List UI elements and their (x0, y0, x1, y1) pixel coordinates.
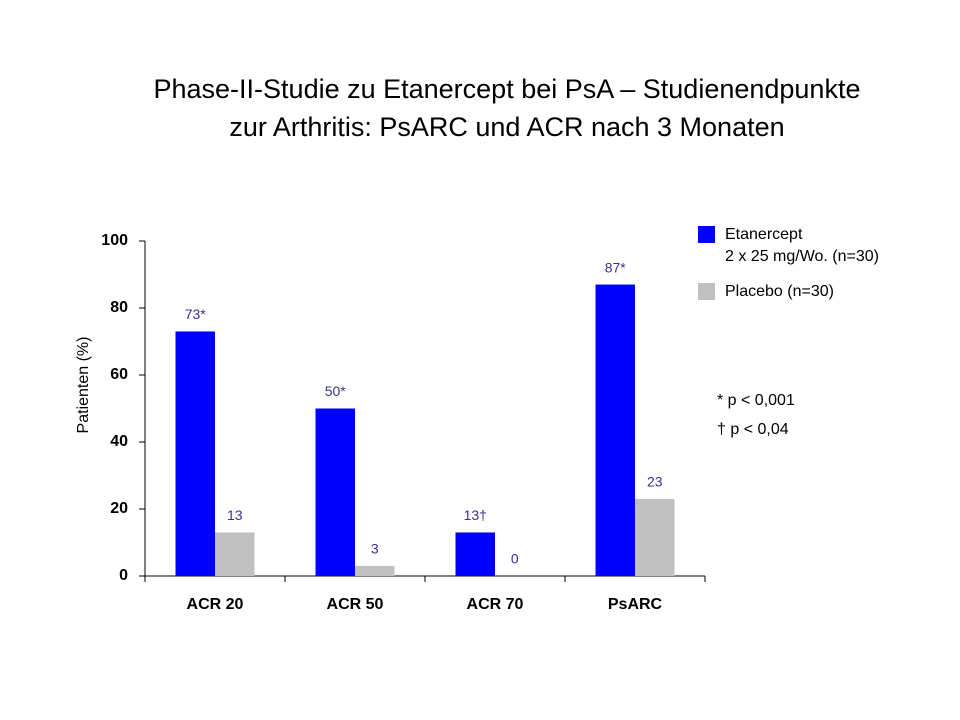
data-label: 73* (185, 306, 207, 322)
chart-title: Phase-II-Studie zu Etanercept bei PsA – … (153, 74, 861, 142)
bar (215, 532, 255, 576)
legend-label: Etanercept 2 x 25 mg/Wo. (n=30) (725, 226, 879, 265)
y-tick-label: 40 (110, 433, 128, 450)
data-label: 13 (227, 507, 243, 523)
data-label: 13† (464, 507, 487, 523)
y-tick-label: 100 (101, 232, 128, 249)
x-tick-label: ACR 20 (187, 596, 244, 613)
x-tick-label: PsARC (608, 596, 663, 613)
y-tick-label: 0 (119, 567, 128, 584)
y-tick-label: 80 (110, 299, 128, 316)
annotation: * p < 0,001 (717, 392, 795, 409)
bar (455, 532, 495, 576)
bar (175, 331, 215, 576)
legend-swatch (698, 226, 715, 243)
data-label: 50* (325, 383, 347, 399)
y-axis-label: Patienten (%) (75, 337, 92, 434)
x-tick-label: ACR 50 (327, 596, 384, 613)
data-label: 3 (371, 541, 379, 557)
data-label: 0 (511, 551, 519, 567)
bar (595, 284, 635, 576)
legend-swatch (698, 283, 715, 300)
bar (635, 498, 675, 576)
data-label: 87* (605, 259, 627, 275)
x-tick-label: ACR 70 (467, 596, 524, 613)
y-tick-label: 60 (110, 366, 128, 383)
y-tick-label: 20 (110, 500, 128, 517)
annotation: † p < 0,04 (717, 421, 789, 438)
bar (315, 408, 355, 576)
bar (355, 565, 395, 576)
legend-label: Placebo (n=30) (725, 283, 834, 300)
data-label: 23 (647, 474, 663, 490)
